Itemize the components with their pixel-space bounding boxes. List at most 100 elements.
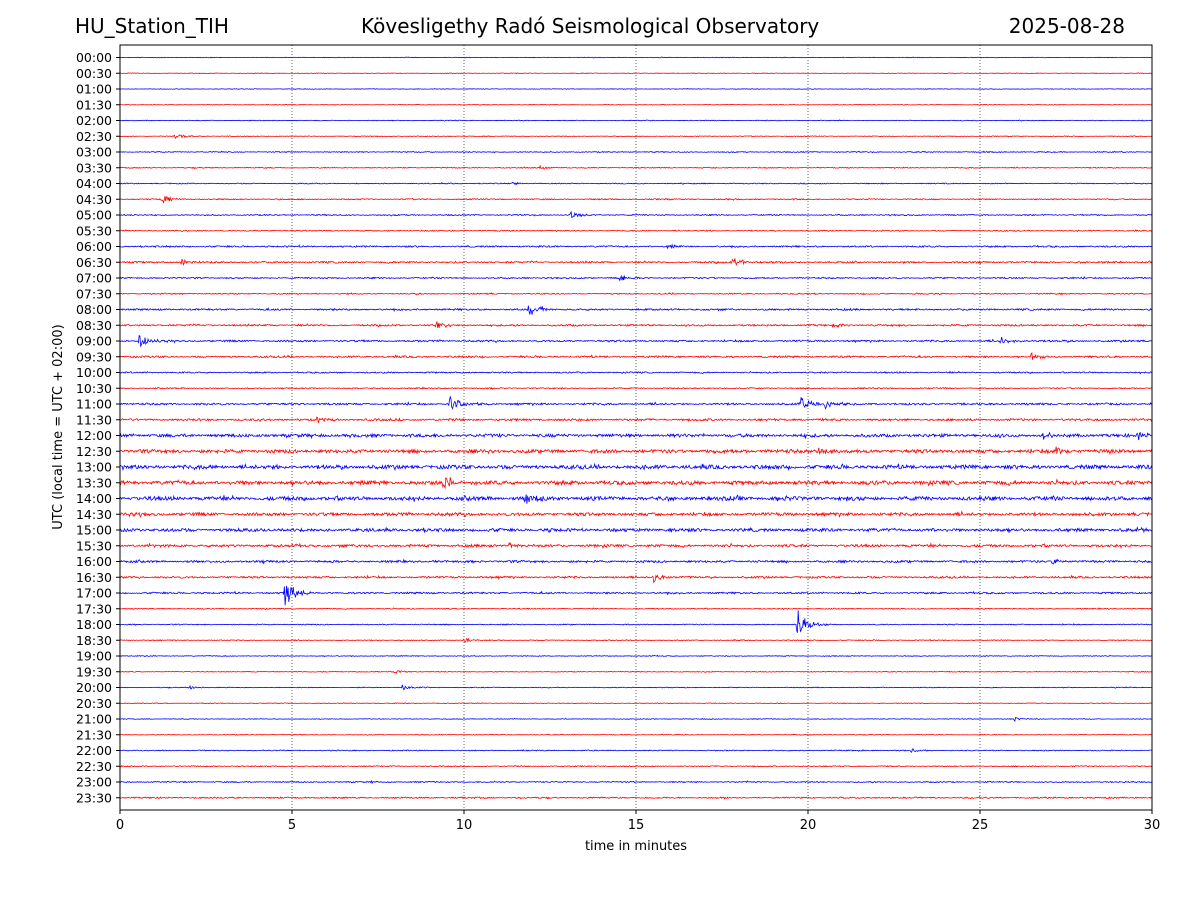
y-tick-label-09:30: 09:30 — [76, 349, 112, 364]
trace-03:30 — [119, 164, 1153, 170]
x-tick-label-10: 10 — [456, 818, 473, 833]
y-tick-label-22:30: 22:30 — [76, 759, 112, 774]
y-tick-label-06:30: 06:30 — [76, 255, 112, 270]
y-tick-label-03:30: 03:30 — [76, 160, 112, 175]
trace-04:00 — [119, 181, 1153, 186]
x-tick-label-15: 15 — [628, 818, 645, 833]
y-tick-label-15:30: 15:30 — [76, 538, 112, 553]
trace-02:30 — [119, 134, 1153, 140]
y-tick-label-11:00: 11:00 — [76, 397, 112, 412]
y-tick-label-00:30: 00:30 — [76, 66, 112, 81]
trace-18:00 — [119, 610, 1153, 633]
station-name: HU_Station_TIH — [75, 14, 229, 38]
trace-17:00 — [119, 585, 1153, 606]
trace-12:00 — [119, 431, 1153, 441]
y-tick-label-21:30: 21:30 — [76, 727, 112, 742]
trace-23:00 — [119, 779, 1153, 785]
trace-18:30 — [119, 637, 1153, 643]
y-tick-label-01:00: 01:00 — [76, 82, 112, 97]
y-tick-label-11:30: 11:30 — [76, 412, 112, 427]
y-tick-label-07:00: 07:00 — [76, 271, 112, 286]
y-tick-label-14:00: 14:00 — [76, 491, 112, 506]
trace-11:30 — [119, 416, 1153, 424]
y-tick-label-17:30: 17:30 — [76, 601, 112, 616]
x-tick-label-20: 20 — [800, 818, 817, 833]
y-tick-label-22:00: 22:00 — [76, 743, 112, 758]
y-tick-label-18:30: 18:30 — [76, 633, 112, 648]
trace-10:00 — [119, 370, 1153, 375]
y-tick-label-19:30: 19:30 — [76, 664, 112, 679]
x-tick-label-30: 30 — [1144, 818, 1161, 833]
trace-20:00 — [119, 684, 1153, 691]
trace-06:00 — [119, 243, 1153, 250]
y-tick-label-20:00: 20:00 — [76, 680, 112, 695]
y-tick-label-02:00: 02:00 — [76, 113, 112, 128]
trace-04:30 — [119, 195, 1153, 205]
y-tick-label-15:00: 15:00 — [76, 523, 112, 538]
trace-02:00 — [119, 119, 1153, 122]
trace-06:30 — [119, 258, 1153, 267]
y-tick-label-23:30: 23:30 — [76, 790, 112, 805]
y-tick-label-17:00: 17:00 — [76, 586, 112, 601]
trace-23:30 — [119, 796, 1153, 800]
trace-20:30 — [119, 702, 1153, 705]
y-tick-label-13:30: 13:30 — [76, 475, 112, 490]
trace-16:30 — [119, 574, 1153, 584]
trace-08:30 — [119, 321, 1153, 329]
y-tick-label-08:30: 08:30 — [76, 318, 112, 333]
y-tick-label-03:00: 03:00 — [76, 145, 112, 160]
y-tick-label-04:00: 04:00 — [76, 176, 112, 191]
y-tick-label-08:00: 08:00 — [76, 302, 112, 317]
trace-11:00 — [119, 395, 1153, 410]
x-axis-label: time in minutes — [585, 839, 687, 854]
y-tick-label-23:00: 23:00 — [76, 775, 112, 790]
y-tick-label-02:30: 02:30 — [76, 129, 112, 144]
trace-lines — [119, 56, 1153, 800]
x-axis: 0 5 10 15 20 25 30 — [116, 810, 1160, 833]
y-tick-label-16:30: 16:30 — [76, 570, 112, 585]
y-tick-label-05:00: 05:00 — [76, 208, 112, 223]
y-tick-label-06:00: 06:00 — [76, 239, 112, 254]
y-tick-label-05:30: 05:30 — [76, 223, 112, 238]
y-tick-label-21:00: 21:00 — [76, 712, 112, 727]
x-tick-label-25: 25 — [972, 818, 989, 833]
chart-date: 2025-08-28 — [1008, 14, 1125, 38]
y-tick-label-12:00: 12:00 — [76, 428, 112, 443]
y-axis-label: UTC (local time = UTC + 02:00) — [51, 324, 66, 529]
y-tick-label-00:00: 00:00 — [76, 50, 112, 65]
trace-22:00 — [119, 748, 1153, 753]
trace-14:30 — [119, 510, 1153, 518]
trace-16:00 — [119, 558, 1153, 565]
trace-13:30 — [119, 477, 1153, 490]
trace-08:00 — [119, 305, 1153, 315]
chart-title: Kövesligethy Radó Seismological Observat… — [361, 14, 820, 38]
trace-10:30 — [119, 386, 1153, 391]
trace-19:00 — [119, 654, 1153, 658]
y-tick-label-10:00: 10:00 — [76, 365, 112, 380]
trace-07:00 — [119, 274, 1153, 282]
trace-05:30 — [119, 229, 1153, 233]
trace-12:30 — [119, 446, 1153, 456]
trace-13:00 — [119, 462, 1153, 472]
y-tick-label-18:00: 18:00 — [76, 617, 112, 632]
y-tick-label-20:30: 20:30 — [76, 696, 112, 711]
trace-22:30 — [119, 764, 1153, 768]
y-tick-label-13:00: 13:00 — [76, 460, 112, 475]
gridlines — [291, 45, 981, 810]
trace-07:30 — [119, 292, 1153, 296]
trace-05:00 — [119, 210, 1153, 219]
y-tick-label-01:30: 01:30 — [76, 97, 112, 112]
trace-21:00 — [119, 716, 1153, 722]
trace-19:30 — [119, 670, 1153, 675]
y-tick-label-09:00: 09:00 — [76, 334, 112, 349]
trace-14:00 — [119, 494, 1153, 504]
y-tick-label-07:30: 07:30 — [76, 286, 112, 301]
trace-01:00 — [119, 87, 1153, 90]
trace-01:30 — [119, 103, 1153, 106]
y-tick-label-12:30: 12:30 — [76, 444, 112, 459]
trace-09:30 — [119, 352, 1153, 360]
y-tick-label-04:30: 04:30 — [76, 192, 112, 207]
y-tick-label-14:30: 14:30 — [76, 507, 112, 522]
y-tick-label-16:00: 16:00 — [76, 554, 112, 569]
